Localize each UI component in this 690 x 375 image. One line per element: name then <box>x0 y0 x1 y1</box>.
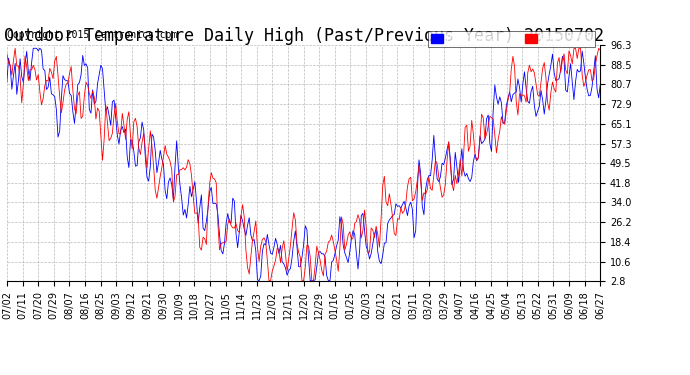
Title: Outdoor Temperature Daily High (Past/Previous Year) 20150702: Outdoor Temperature Daily High (Past/Pre… <box>3 27 604 45</box>
Text: Copyright 2015 Cartronics.com: Copyright 2015 Cartronics.com <box>7 30 177 40</box>
Legend: Previous (°F), Past (°F): Previous (°F), Past (°F) <box>428 31 595 47</box>
